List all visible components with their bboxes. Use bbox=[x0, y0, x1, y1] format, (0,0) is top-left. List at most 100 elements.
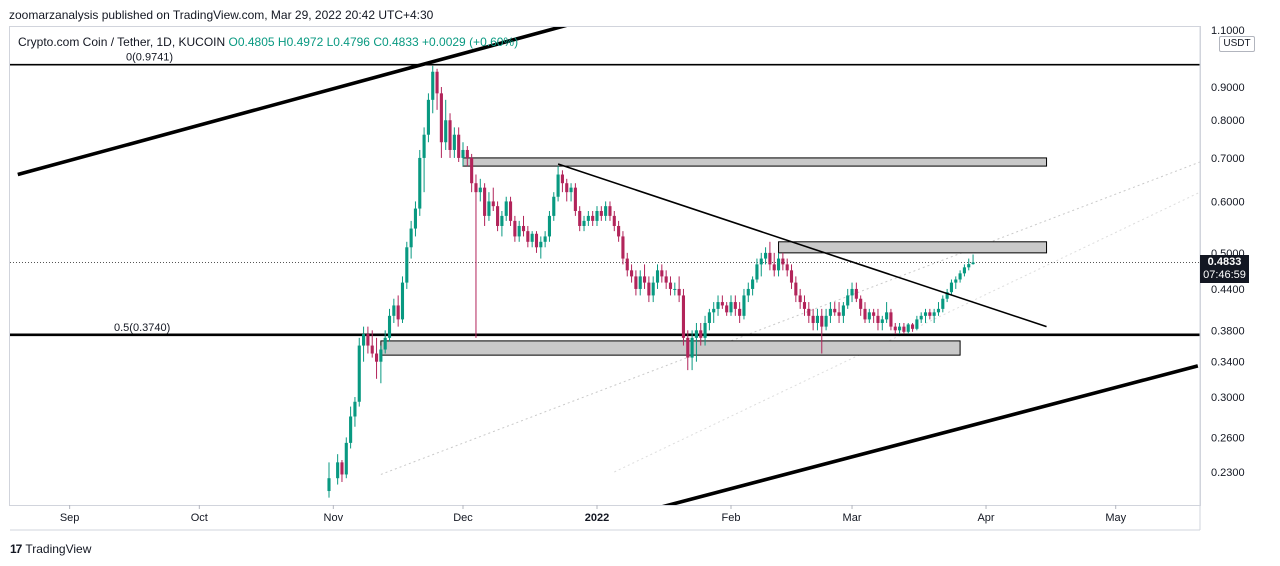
candle-body bbox=[353, 401, 357, 417]
candle-body bbox=[521, 225, 526, 232]
candle-body bbox=[872, 312, 876, 316]
x-tick-label: Apr bbox=[977, 512, 994, 524]
candle-body bbox=[547, 215, 552, 237]
candle-body bbox=[712, 308, 716, 313]
candle-body bbox=[344, 442, 348, 475]
x-tick-label: May bbox=[1105, 512, 1126, 524]
candle-body bbox=[478, 187, 482, 193]
candle-body bbox=[552, 196, 556, 216]
candle-body bbox=[859, 298, 863, 309]
candle-body bbox=[707, 312, 711, 323]
candle-body bbox=[690, 337, 694, 358]
candle-body bbox=[768, 252, 772, 265]
footer[interactable]: 17 TradingView bbox=[10, 542, 91, 556]
y-tick-label: 0.8000 bbox=[1211, 115, 1245, 127]
supply-demand-zone bbox=[380, 340, 961, 356]
candle-body bbox=[487, 201, 491, 216]
x-tick-label: Oct bbox=[191, 512, 208, 524]
candle-body bbox=[651, 282, 655, 296]
candle-body bbox=[439, 93, 443, 143]
candle-body bbox=[599, 210, 603, 216]
candle-body bbox=[340, 462, 344, 475]
supply-demand-zone bbox=[778, 241, 1048, 254]
candle-body bbox=[664, 276, 668, 283]
candle-body bbox=[357, 345, 361, 402]
candle-body bbox=[379, 349, 383, 362]
y-tick-label: 0.6000 bbox=[1211, 196, 1245, 208]
candle-body bbox=[820, 315, 824, 327]
candle-body bbox=[802, 302, 807, 309]
candle-body bbox=[794, 282, 798, 296]
candle-body bbox=[595, 210, 599, 221]
candle-body bbox=[634, 276, 638, 289]
candle-body bbox=[426, 99, 430, 135]
candle-body bbox=[815, 315, 820, 323]
currency-label[interactable]: USDT bbox=[1219, 36, 1255, 52]
candle-body bbox=[642, 276, 647, 283]
candle-body bbox=[885, 312, 889, 320]
candle-body bbox=[539, 241, 543, 248]
candle-body bbox=[954, 279, 958, 283]
candle-body bbox=[898, 326, 902, 331]
candle-body bbox=[906, 324, 910, 332]
candle-body bbox=[470, 157, 474, 184]
candle-body bbox=[461, 149, 465, 158]
candle-body bbox=[569, 187, 573, 193]
candle-body bbox=[945, 292, 949, 299]
x-tick-label: Mar bbox=[843, 512, 862, 524]
candle-body bbox=[833, 308, 837, 313]
candle-body bbox=[677, 288, 681, 296]
candle-body bbox=[349, 416, 353, 443]
candle-body bbox=[543, 236, 547, 242]
candle-body bbox=[876, 315, 880, 323]
candle-body bbox=[452, 134, 456, 150]
candle-body bbox=[776, 258, 781, 271]
footer-brand: TradingView bbox=[25, 542, 92, 556]
candle-body bbox=[807, 308, 811, 316]
candle-body bbox=[720, 302, 724, 306]
candle-body bbox=[435, 71, 439, 94]
candle-body bbox=[781, 258, 785, 265]
channel-trendline bbox=[661, 364, 1199, 505]
candle-body bbox=[928, 312, 932, 316]
candle-body bbox=[729, 302, 733, 313]
candle-body bbox=[504, 201, 508, 216]
candle-body bbox=[824, 315, 828, 327]
candle-body bbox=[586, 215, 590, 221]
legend-ohlc: O0.4805 H0.4972 L0.4796 C0.4833 +0.0029 … bbox=[228, 35, 519, 49]
candle-body bbox=[742, 295, 746, 316]
candle-body bbox=[733, 302, 737, 309]
fib-label-0: 0(0.9741) bbox=[126, 52, 173, 64]
candle-body bbox=[565, 183, 569, 193]
y-tick-label: 0.3400 bbox=[1211, 357, 1245, 369]
candle-body bbox=[764, 252, 768, 259]
candle-body bbox=[889, 312, 893, 327]
candle-body bbox=[630, 270, 634, 277]
candle-body bbox=[893, 326, 897, 331]
descending-trendline bbox=[557, 163, 1047, 328]
candle-body bbox=[556, 174, 560, 197]
candle-body bbox=[699, 330, 703, 338]
candle-body bbox=[867, 312, 871, 320]
y-tick-label: 0.3800 bbox=[1211, 325, 1245, 337]
candle-body bbox=[686, 337, 690, 358]
channel-trendline bbox=[17, 27, 568, 177]
candle-body bbox=[811, 315, 815, 323]
last-price-value: 0.4833 bbox=[1207, 256, 1242, 268]
candle-body bbox=[374, 353, 379, 362]
last-price-tag: 0.4833 07:46:59 bbox=[1200, 255, 1249, 283]
candle-body bbox=[608, 206, 612, 216]
plot-area bbox=[10, 27, 1200, 505]
candle-body bbox=[880, 319, 884, 323]
candle-body bbox=[366, 334, 370, 346]
candle-body bbox=[418, 157, 422, 209]
candle-body bbox=[500, 215, 504, 226]
candle-body bbox=[625, 258, 629, 271]
candle-body bbox=[591, 215, 595, 221]
candle-body bbox=[798, 295, 802, 303]
candle-body bbox=[673, 288, 677, 290]
y-tick-label: 0.7000 bbox=[1211, 153, 1245, 165]
candle-body bbox=[759, 258, 763, 265]
candle-body bbox=[448, 120, 452, 150]
